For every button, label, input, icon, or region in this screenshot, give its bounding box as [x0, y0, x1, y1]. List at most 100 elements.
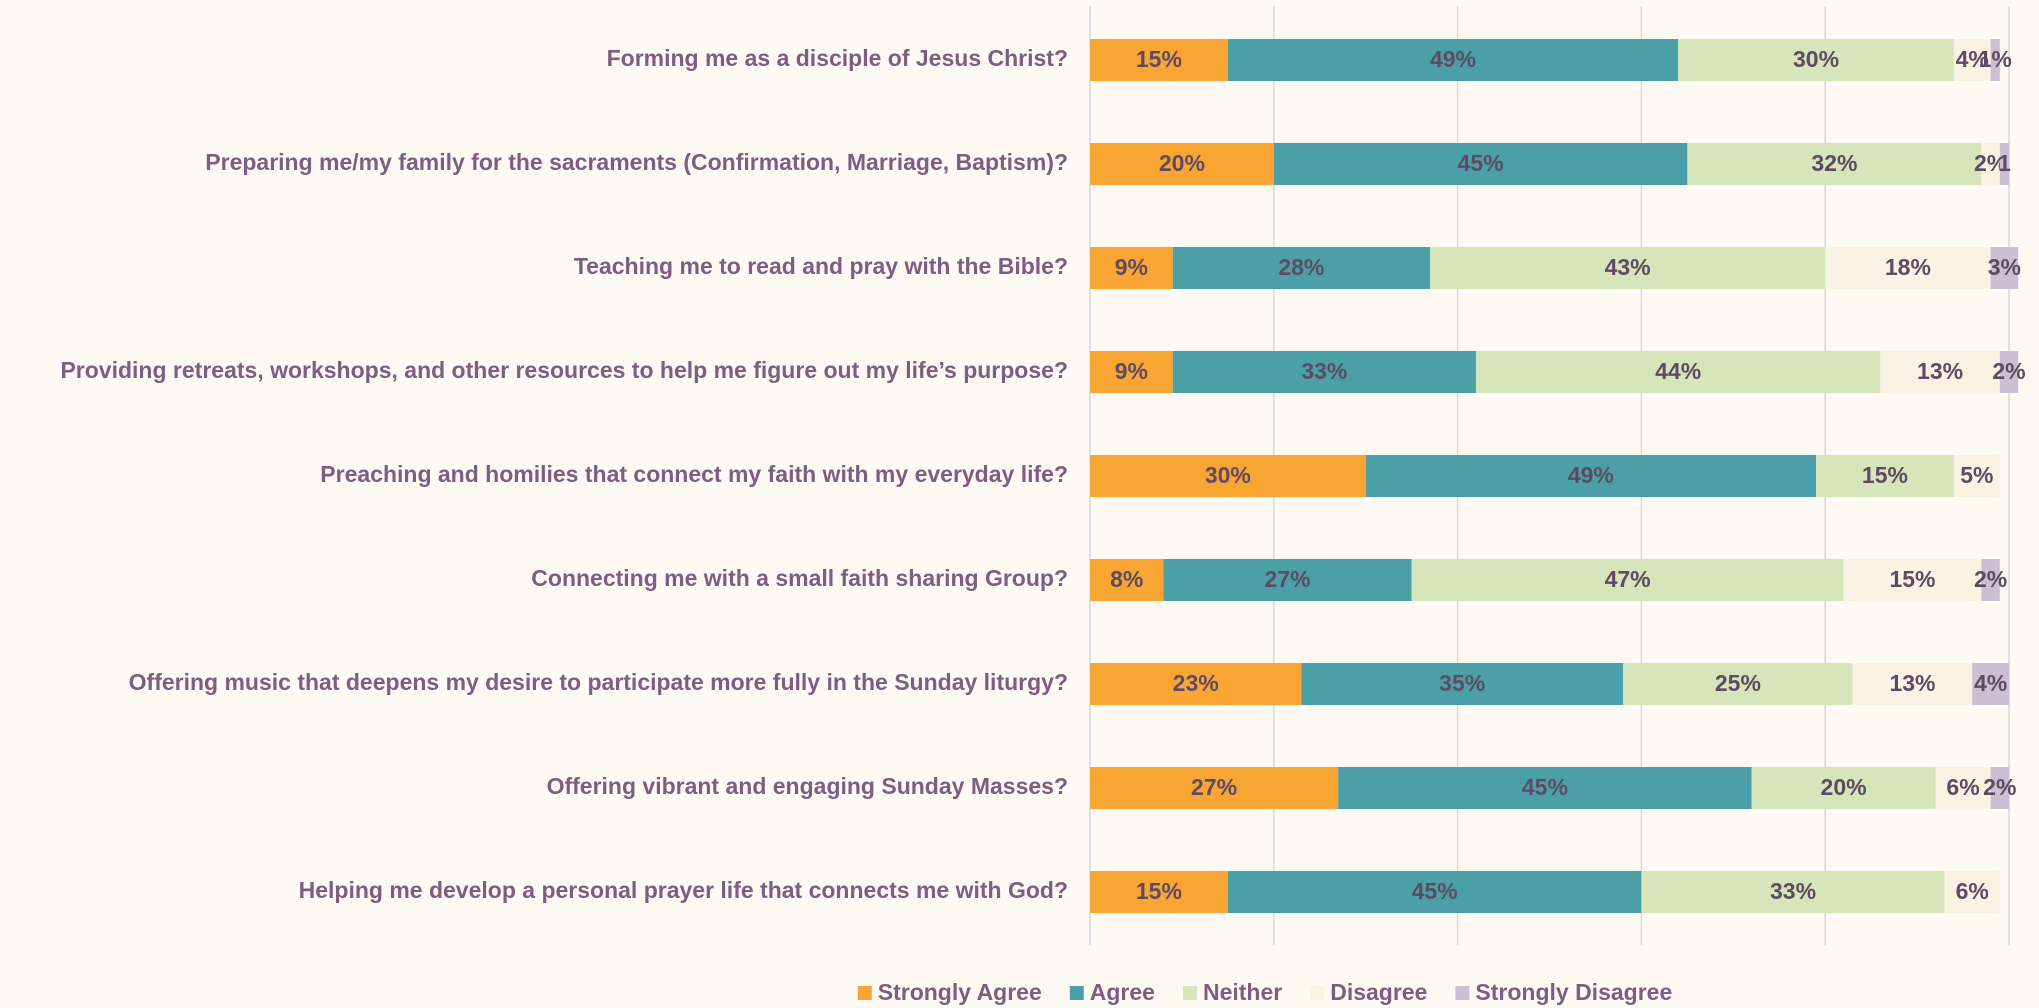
bar-segment	[1687, 143, 1982, 185]
data-label: 28%	[1278, 254, 1324, 280]
data-label: 43%	[1605, 254, 1651, 280]
bar-segment	[1301, 663, 1624, 705]
data-label: 6%	[1946, 774, 1979, 800]
legend: Strongly Agree Agree Neither Disagree Strong…	[857, 979, 1672, 1005]
data-label: 15%	[1862, 462, 1908, 488]
bar-segment	[1090, 143, 1274, 185]
data-label: 4%	[1956, 46, 1989, 72]
category-label: Connecting me with a small faith sharing…	[531, 565, 1068, 591]
category-label: Teaching me to read and pray with the Bi…	[574, 253, 1068, 279]
data-label: 45%	[1458, 150, 1504, 176]
bar-segment	[1944, 871, 2000, 913]
data-label: 23%	[1173, 670, 1219, 696]
bar-segment	[1981, 559, 2000, 601]
data-label: 8%	[1110, 566, 1143, 592]
data-label: 5%	[1960, 462, 1993, 488]
data-label: 33%	[1770, 878, 1816, 904]
data-label: 32%	[1811, 150, 1857, 176]
data-label: 2%	[1974, 566, 2007, 592]
data-label: 13%	[1889, 670, 1935, 696]
data-label: 3%	[1988, 254, 2021, 280]
legend-label: Neither	[1203, 979, 1282, 1005]
data-label: 2%	[1992, 358, 2025, 384]
bar-segment	[1880, 351, 2000, 393]
legend-swatch	[857, 986, 872, 1000]
category-label: Preaching and homilies that connect my f…	[320, 461, 1068, 487]
legend-swatch	[1310, 986, 1325, 1000]
legend-swatch	[1455, 986, 1470, 1000]
bar-segment	[1172, 351, 1476, 393]
data-label: 45%	[1522, 774, 1568, 800]
data-label: 35%	[1439, 670, 1485, 696]
data-label: 2%	[1983, 774, 2016, 800]
data-label: 27%	[1191, 774, 1237, 800]
bar-segment	[1935, 767, 1991, 809]
bar-segment	[1338, 767, 1752, 809]
legend-label: Disagree	[1330, 979, 1427, 1005]
bar-segment	[1825, 247, 1991, 289]
bar-segment	[1273, 143, 1688, 185]
bar-segment	[1172, 247, 1431, 289]
bar-segment	[1365, 455, 1817, 497]
category-label: Offering music that deepens my desire to…	[129, 669, 1068, 695]
legend-label: Strongly Agree	[878, 979, 1042, 1005]
data-label: 45%	[1412, 878, 1458, 904]
bar-segment	[1623, 663, 1853, 705]
bar-segment	[1090, 39, 1228, 81]
data-label: 25%	[1715, 670, 1761, 696]
legend-swatch	[1069, 986, 1084, 1000]
bar-segment	[1990, 247, 2019, 289]
data-label: 15%	[1136, 878, 1182, 904]
data-label: 20%	[1159, 150, 1205, 176]
data-label: 6%	[1956, 878, 1989, 904]
bar-segment	[1090, 871, 1228, 913]
bar-segment	[1090, 247, 1173, 289]
bar-segment	[1953, 455, 2000, 497]
bar-segment	[1999, 351, 2019, 393]
data-label: 13%	[1917, 358, 1963, 384]
data-label: 18%	[1885, 254, 1931, 280]
legend-label: Agree	[1090, 979, 1155, 1005]
data-label: 15%	[1889, 566, 1935, 592]
bar-segment	[1227, 39, 1679, 81]
bar-segment	[1411, 559, 1844, 601]
bar-segment	[1430, 247, 1826, 289]
bar-segment	[1990, 767, 2009, 809]
data-label: 49%	[1568, 462, 1614, 488]
bar-segment	[1953, 39, 1991, 81]
bar-segment	[1641, 871, 1945, 913]
data-label: 4%	[1974, 670, 2007, 696]
bar-segment	[1090, 767, 1339, 809]
legend-label: Strongly Disagree	[1475, 979, 1672, 1005]
bar-segment	[1999, 143, 2009, 185]
data-label: 33%	[1301, 358, 1347, 384]
bar-segment	[1990, 39, 2000, 81]
data-label: 1%	[1979, 46, 2012, 72]
bar-segment	[1090, 351, 1173, 393]
bar-segment	[1972, 663, 2009, 705]
data-label: 9%	[1115, 358, 1148, 384]
category-label: Helping me develop a personal prayer lif…	[299, 877, 1068, 903]
bar-segment	[1475, 351, 1881, 393]
bar-segment	[1816, 455, 1954, 497]
bar-segment	[1751, 767, 1936, 809]
data-label: 30%	[1205, 462, 1251, 488]
category-label: Forming me as a disciple of Jesus Christ…	[607, 45, 1068, 71]
data-label: 30%	[1793, 46, 1839, 72]
bar-segment	[1981, 143, 2000, 185]
bar-segment	[1852, 663, 1973, 705]
bar-segment	[1678, 39, 1954, 81]
bar-segment	[1227, 871, 1642, 913]
category-label: Preparing me/my family for the sacrament…	[205, 149, 1068, 175]
data-label: 44%	[1655, 358, 1701, 384]
bar-segment	[1090, 455, 1366, 497]
bar-segment	[1090, 559, 1164, 601]
data-label: 20%	[1821, 774, 1867, 800]
data-label: 1	[1998, 150, 2011, 176]
data-label: 47%	[1605, 566, 1651, 592]
bar-segment	[1090, 663, 1302, 705]
legend-swatch	[1182, 986, 1197, 1000]
data-label: 49%	[1430, 46, 1476, 72]
data-label: 27%	[1265, 566, 1311, 592]
